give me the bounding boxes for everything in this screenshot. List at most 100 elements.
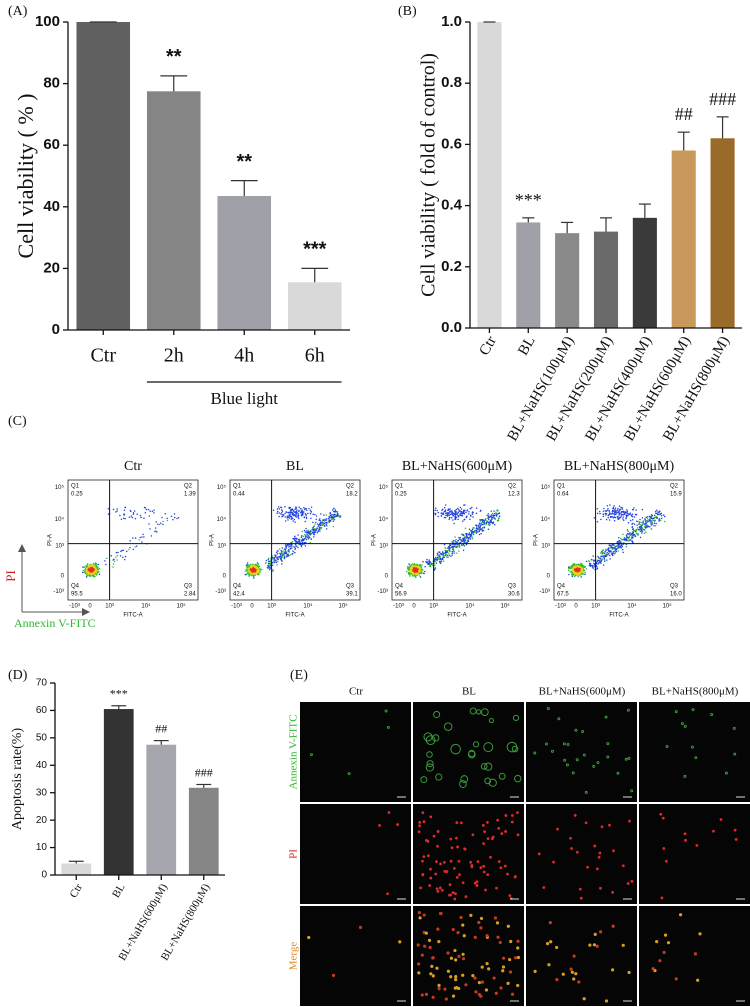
quadrant-name: Q1 (557, 484, 566, 490)
event-dot (334, 508, 336, 510)
error-bar (111, 705, 127, 710)
cell-spot (420, 993, 424, 997)
event-dot (304, 545, 307, 547)
event-dot (444, 552, 446, 554)
cell-spot (488, 717, 494, 724)
event-dot (454, 536, 456, 538)
event-dot (302, 535, 305, 538)
event-dot (268, 566, 270, 568)
event-dot (281, 516, 283, 518)
event-dot (448, 554, 451, 556)
event-dot (577, 575, 579, 578)
event-dot (603, 552, 606, 555)
event-dot (272, 568, 274, 571)
x-tick-label: BL+NaHS(800μM) (159, 881, 213, 962)
event-dot (333, 507, 335, 510)
cell-spot (627, 756, 631, 760)
event-dot (258, 569, 260, 571)
event-dot (601, 558, 603, 560)
event-dot (434, 567, 436, 569)
event-dot (312, 521, 314, 524)
event-dot (646, 519, 649, 522)
x-tick-label: 2h (164, 345, 184, 367)
quadrant-value: 39.1 (346, 592, 358, 598)
event-dot (93, 568, 95, 571)
event-dot (312, 527, 314, 529)
cell-spot (663, 933, 668, 937)
event-dot (254, 571, 257, 573)
event-dot (622, 533, 624, 535)
quadrant-value: 0.64 (557, 492, 569, 498)
event-dot (650, 528, 653, 530)
cell-spot (510, 820, 514, 824)
event-dot (497, 519, 500, 522)
cell-spot (448, 883, 452, 887)
event-dot (119, 555, 122, 557)
event-dot (621, 507, 623, 509)
event-dot (663, 515, 666, 518)
event-dot (155, 521, 158, 523)
event-dot (302, 512, 304, 514)
event-dot (604, 550, 606, 553)
y-axis-label: Cell viability ( fold of control) (418, 53, 440, 297)
event-dot (591, 564, 594, 567)
event-dot (611, 512, 614, 514)
cell-spot (691, 708, 695, 712)
event-dot (255, 567, 257, 569)
event-dots (567, 504, 666, 578)
event-dot (411, 563, 414, 565)
event-dot (465, 533, 468, 535)
cell-spot (482, 864, 486, 868)
event-dot (463, 512, 466, 515)
event-dot (640, 521, 643, 524)
cell-spot (438, 886, 442, 890)
cell-spot (486, 820, 489, 824)
cell-spot (582, 753, 586, 757)
event-dot (616, 509, 619, 511)
event-dot (93, 565, 96, 567)
event-dot (328, 519, 330, 521)
cell-spot (429, 972, 433, 976)
event-dot (289, 511, 291, 513)
event-dot (622, 551, 624, 554)
event-dot (301, 509, 304, 511)
cell-spot (575, 850, 579, 854)
cell-spot (420, 776, 428, 784)
event-dot (615, 548, 617, 550)
event-dot (597, 555, 599, 558)
cell-spot (473, 935, 477, 940)
cell-spots (533, 707, 634, 794)
event-dot (254, 568, 257, 571)
event-dot (255, 573, 258, 575)
cell-spot (533, 969, 537, 973)
event-dot (304, 520, 307, 523)
cell-spots (417, 811, 520, 901)
event-dot (309, 530, 312, 532)
event-dot (86, 572, 89, 575)
event-dot (465, 511, 467, 514)
event-dot (249, 563, 252, 566)
event-dot (622, 513, 625, 516)
event-dot (285, 547, 288, 549)
event-dot (281, 512, 283, 514)
event-dot (268, 562, 270, 564)
quadrant-name: Q4 (71, 584, 80, 590)
event-dot (447, 556, 450, 558)
event-dot (415, 573, 418, 576)
column-title: BL+NaHS(800μM) (652, 686, 739, 698)
event-dot (283, 556, 286, 559)
event-dot (612, 507, 614, 510)
event-dot (487, 518, 490, 521)
event-dot (140, 516, 142, 519)
cell-spot (662, 847, 666, 850)
cell-spot (433, 710, 441, 719)
cell-spot (309, 753, 313, 757)
event-dot (318, 519, 320, 521)
event-dot (584, 571, 586, 574)
cell-spot (555, 977, 559, 982)
cell-spot (472, 741, 480, 748)
event-dot (641, 529, 643, 532)
event-dot (612, 510, 615, 512)
error-bar (230, 180, 258, 197)
event-dot (464, 538, 466, 540)
